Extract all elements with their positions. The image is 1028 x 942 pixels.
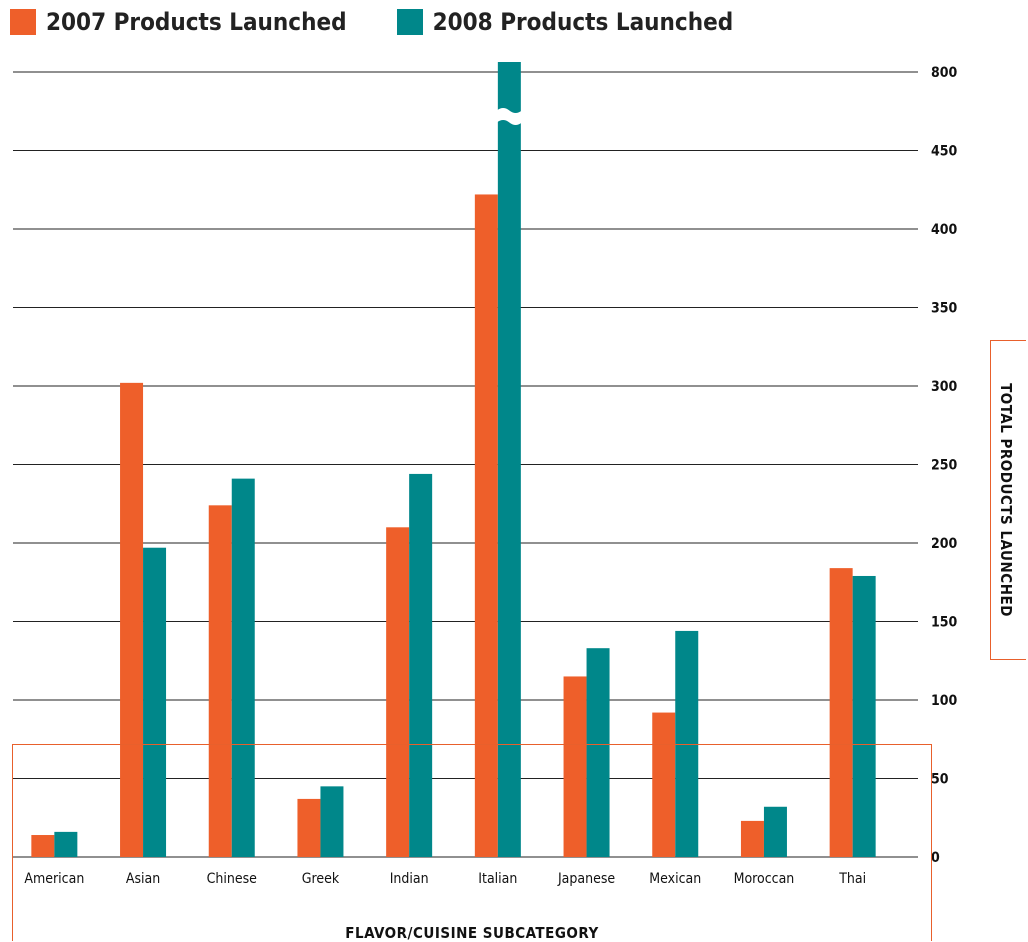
- y-tick-label-200: 200: [931, 536, 958, 552]
- bar-mexican-2007-products-launched: [652, 712, 676, 857]
- bar-indian-2007-products-launched: [386, 527, 410, 857]
- y-tick-label-450: 450: [931, 144, 958, 160]
- x-axis-label: FLAVOR/CUISINE SUBCATEGORY: [345, 924, 599, 942]
- legend-label-2008: 2008 Products Launched: [432, 8, 734, 36]
- bar-asian-2008-products-launched: [143, 547, 167, 857]
- legend: 2007 Products Launched 2008 Products Lau…: [10, 8, 783, 36]
- x-tick-label-japanese: Japanese: [557, 871, 615, 887]
- bar-thai-2007-products-launched: [829, 568, 853, 857]
- x-tick-label-chinese: Chinese: [207, 871, 258, 887]
- x-tick-label-asian: Asian: [126, 871, 160, 887]
- bar-mexican-2008-products-launched: [675, 630, 699, 857]
- bar-chinese-2008-products-launched: [231, 478, 255, 857]
- bar-thai-2008-products-launched: [852, 575, 876, 857]
- y-tick-label-150: 150: [931, 615, 958, 631]
- x-axis-label-frame: [12, 744, 932, 941]
- x-tick-label-american: American: [24, 871, 84, 887]
- y-axis-label: TOTAL PRODUCTS LAUNCHED: [997, 383, 1015, 617]
- y-tick-label-250: 250: [931, 458, 958, 474]
- x-tick-label-indian: Indian: [390, 871, 429, 887]
- x-tick-label-greek: Greek: [302, 871, 340, 887]
- bar-chinese-2007-products-launched: [208, 505, 232, 857]
- bar-italian-2007-products-launched: [474, 194, 498, 857]
- y-tick-label-100: 100: [931, 693, 958, 709]
- axis-break-marker: [496, 108, 522, 125]
- x-tick-label-thai: Thai: [838, 871, 866, 887]
- bar-american-2008-products-launched: [54, 831, 78, 857]
- bar-indian-2008-products-launched: [409, 473, 433, 857]
- bar-american-2007-products-launched: [31, 835, 55, 857]
- bar-italian-2008-products-launched: [497, 62, 521, 857]
- legend-swatch-2007: [10, 9, 36, 35]
- x-tick-label-mexican: Mexican: [649, 871, 701, 887]
- legend-item-2008: 2008 Products Launched: [396, 8, 734, 36]
- y-tick-label-0: 0: [931, 850, 940, 866]
- legend-swatch-2008: [396, 9, 423, 35]
- bar-asian-2007-products-launched: [120, 382, 144, 857]
- bar-japanese-2007-products-launched: [563, 676, 587, 857]
- bar-japanese-2008-products-launched: [586, 648, 610, 857]
- bar-greek-2007-products-launched: [297, 798, 321, 857]
- bar-greek-2008-products-launched: [320, 786, 344, 857]
- y-tick-label-400: 400: [931, 222, 958, 238]
- y-tick-label-50: 50: [931, 772, 949, 788]
- y-tick-label-350: 350: [931, 301, 958, 317]
- bar-moroccan-2008-products-launched: [763, 806, 787, 857]
- legend-label-2007: 2007 Products Launched: [46, 8, 347, 36]
- y-tick-label-300: 300: [931, 379, 958, 395]
- x-tick-label-italian: Italian: [478, 871, 517, 887]
- x-tick-label-moroccan: Moroccan: [734, 871, 795, 887]
- y-tick-label-800: 800: [931, 65, 958, 81]
- y-axis-label-frame: [990, 340, 1026, 660]
- legend-item-2007: 2007 Products Launched: [10, 8, 347, 36]
- bar-moroccan-2007-products-launched: [740, 820, 764, 857]
